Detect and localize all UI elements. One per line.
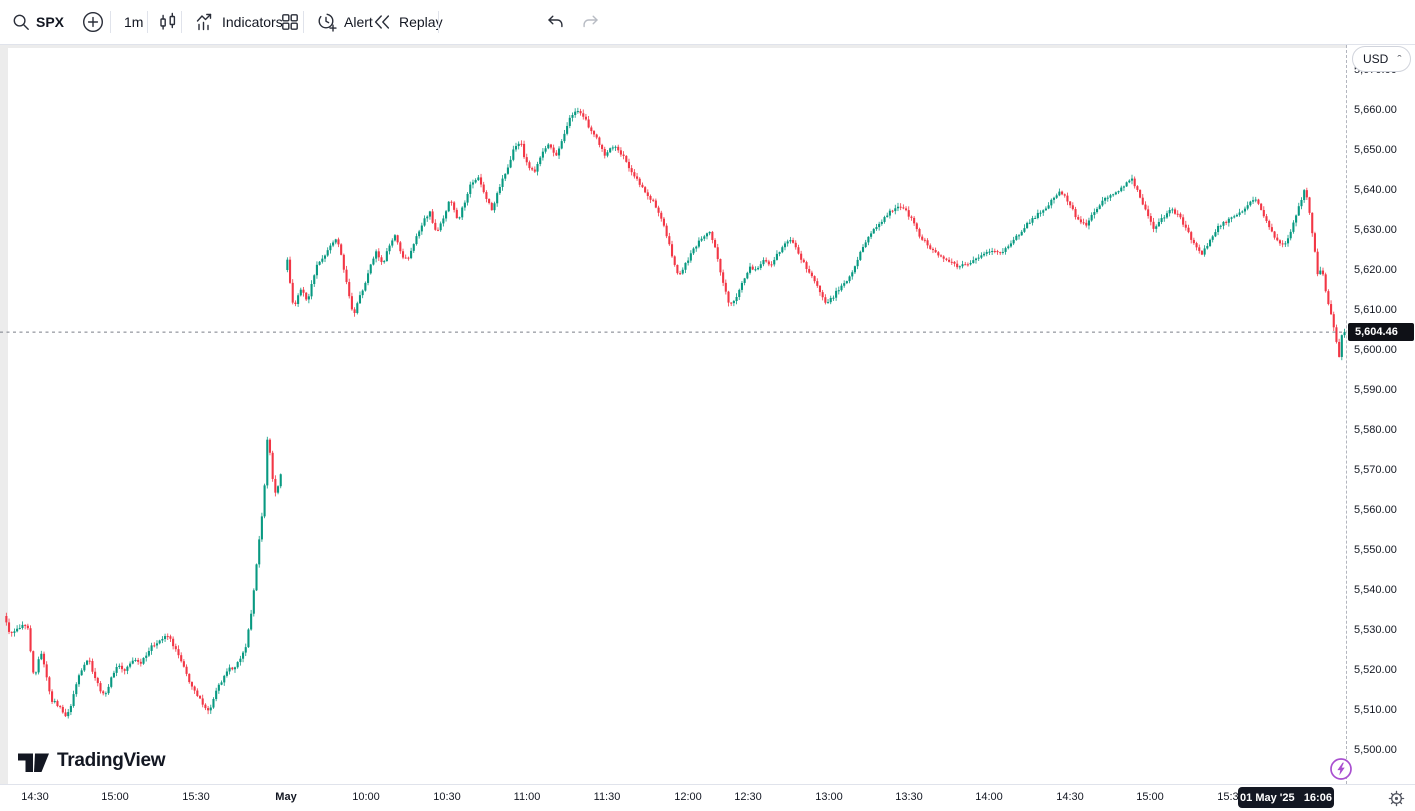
time-tick-label: 11:30 (593, 791, 621, 803)
replay-button[interactable]: Replay (367, 0, 447, 44)
candle-series-prev-session (5, 436, 282, 719)
compare-add-symbol-button[interactable] (78, 0, 108, 44)
layout-grid-button[interactable] (276, 0, 304, 44)
last-price-badge: 5,604.46 (1348, 323, 1414, 342)
crosshair-date-text: 01 May '25 16:06 (1240, 791, 1332, 804)
redo-arrow-icon (583, 15, 598, 28)
price-tick-label: 5,580.00 (1354, 424, 1397, 436)
crosshair-date-badge: 01 May '25 16:06 (1238, 787, 1334, 808)
time-tick-label: 11:00 (513, 791, 541, 803)
price-tick-label: 5,510.00 (1354, 704, 1397, 716)
chart-type-button[interactable] (153, 0, 183, 44)
toolbar-separator (303, 11, 304, 33)
toolbar-separator (438, 11, 439, 33)
price-tick-label: 5,620.00 (1354, 264, 1397, 276)
undo-arrow-icon (548, 15, 563, 28)
axis-settings-button[interactable] (1388, 790, 1405, 807)
indicators-icon (196, 13, 212, 31)
time-tick-label: 13:00 (815, 791, 843, 803)
interval-label: 1m (124, 14, 144, 30)
price-tick-label: 5,530.00 (1354, 624, 1397, 636)
price-axis[interactable]: 5,670.005,660.005,650.005,640.005,630.00… (1346, 45, 1415, 784)
pane-edge-shading (0, 45, 1415, 48)
price-tick-label: 5,590.00 (1354, 384, 1397, 396)
currency-dropdown[interactable]: USD ˆ (1352, 46, 1411, 72)
price-tick-label: 5,630.00 (1354, 224, 1397, 236)
interval-button[interactable]: 1m (120, 0, 147, 44)
plus-circle-icon (82, 11, 104, 33)
time-tick-label: 14:30 (21, 791, 49, 803)
time-axis[interactable]: 14:30 15:00 15:30 May 10:00 10:30 11:00 11:30 12… (0, 784, 1415, 811)
price-chart-canvas[interactable] (0, 45, 1346, 784)
lightning-button[interactable] (1329, 757, 1353, 781)
replay-label: Replay (399, 14, 443, 30)
top-toolbar: SPX 1m (0, 0, 1415, 45)
time-tick-label: 15:00 (1136, 791, 1164, 803)
price-tick-label: 5,610.00 (1354, 304, 1397, 316)
candle-series-01 May (286, 107, 1346, 361)
tradingview-logo[interactable]: TradingView (18, 749, 166, 773)
time-tick-label: 15:30 (182, 791, 210, 803)
grid-layout-icon (282, 14, 298, 30)
tradingview-logo-text: TradingView (57, 750, 166, 771)
price-tick-label: 5,600.00 (1354, 344, 1397, 356)
time-tick-label: 15:00 (101, 791, 129, 803)
candlestick-chart-icon (160, 12, 176, 30)
pane-left-edge (0, 45, 8, 784)
indicators-label: Indicators (222, 14, 283, 30)
symbol-search-button[interactable]: SPX (8, 0, 68, 44)
time-tick-label: 15:30 (1217, 791, 1245, 803)
price-tick-label: 5,560.00 (1354, 504, 1397, 516)
undo-button[interactable] (541, 0, 569, 44)
price-tick-label: 5,640.00 (1354, 184, 1397, 196)
price-tick-label: 5,500.00 (1354, 744, 1397, 756)
gear-icon (1388, 790, 1405, 807)
price-tick-label: 5,550.00 (1354, 544, 1397, 556)
indicators-button[interactable]: Indicators (190, 0, 287, 44)
alert-label: Alert (344, 14, 373, 30)
price-tick-label: 5,520.00 (1354, 664, 1397, 676)
replay-rewind-icon (374, 15, 390, 29)
symbol-name: SPX (36, 14, 65, 30)
time-tick-label: 10:00 (352, 791, 380, 803)
price-tick-label: 5,650.00 (1354, 144, 1397, 156)
time-tick-label: May (275, 791, 297, 803)
alert-button[interactable]: Alert (312, 0, 377, 44)
chevron-down-icon: ˆ (1397, 54, 1402, 64)
price-tick-label: 5,570.00 (1354, 464, 1397, 476)
time-tick-label: 14:30 (1056, 791, 1084, 803)
toolbar-separator (147, 11, 148, 33)
time-tick-label: 12:30 (734, 791, 762, 803)
tradingview-logo-mark (18, 753, 49, 772)
last-price-value: 5,604.46 (1355, 326, 1398, 339)
price-tick-label: 5,540.00 (1354, 584, 1397, 596)
time-tick-label: 14:00 (975, 791, 1003, 803)
lightning-icon (1330, 758, 1352, 780)
time-tick-label: 13:30 (895, 791, 923, 803)
candlestick-series (5, 107, 1346, 719)
time-tick-label: 12:00 (674, 791, 702, 803)
toolbar-separator (181, 11, 182, 33)
alert-clock-icon (318, 13, 337, 32)
redo-button[interactable] (577, 0, 605, 44)
search-icon (13, 14, 29, 30)
price-tick-label: 5,660.00 (1354, 104, 1397, 116)
currency-label: USD (1363, 52, 1389, 66)
time-tick-label: 10:30 (433, 791, 461, 803)
toolbar-separator (110, 11, 111, 33)
